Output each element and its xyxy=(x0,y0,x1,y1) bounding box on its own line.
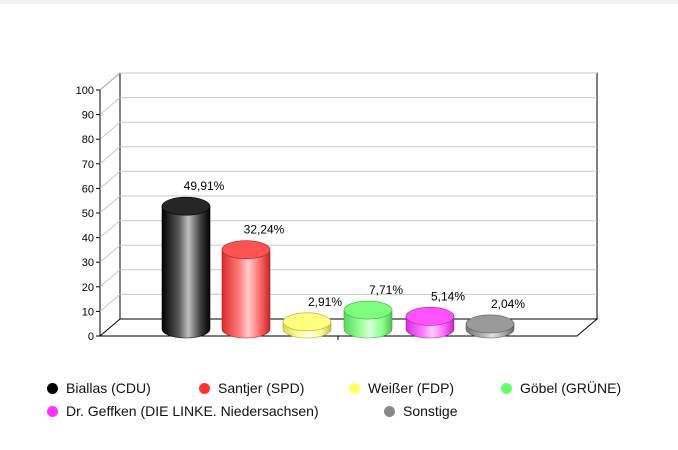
chart-bars xyxy=(161,196,515,339)
y-tick-label: 0 xyxy=(88,331,94,343)
y-tick-label: 80 xyxy=(82,134,94,146)
y-tick-label: 60 xyxy=(82,183,94,195)
bar-top xyxy=(405,307,455,326)
bar-body xyxy=(221,249,271,339)
bar-top xyxy=(343,300,393,320)
y-tick-label: 90 xyxy=(82,110,94,122)
bar xyxy=(161,196,211,339)
bar xyxy=(343,300,393,339)
y-axis-ticks: 0 10 20 30 40 50 60 70 80 90 100 xyxy=(76,85,100,343)
gridline-side xyxy=(99,146,121,165)
bar-top xyxy=(282,312,332,332)
bar-body xyxy=(161,205,211,339)
y-tick-label: 40 xyxy=(82,233,94,245)
gridline-side xyxy=(99,294,121,312)
data-label: 2,91% xyxy=(308,295,342,309)
y-tick-label: 20 xyxy=(82,282,94,294)
bar-top xyxy=(465,314,515,334)
data-label: 2,04% xyxy=(491,297,525,311)
y-tick-label: 30 xyxy=(82,257,94,269)
y-tick-label: 70 xyxy=(82,159,94,171)
bar xyxy=(282,312,332,339)
y-tick-label: 50 xyxy=(82,208,94,220)
gridline-side xyxy=(99,220,121,238)
gridline-side xyxy=(99,171,121,189)
bar xyxy=(465,314,515,339)
gridline-side xyxy=(99,195,121,214)
gridline-side xyxy=(99,121,121,140)
data-label: 7,71% xyxy=(369,283,403,297)
gridline-side xyxy=(99,72,121,91)
bar xyxy=(221,240,271,339)
y-tick-label: 10 xyxy=(82,306,94,318)
data-label: 5,14% xyxy=(431,289,465,303)
gridline-side xyxy=(99,244,121,263)
chart-data-labels: 49,91% 32,24% 2,91% 7,71% 5,14% 2,04% xyxy=(184,179,526,311)
y-tick-label: 100 xyxy=(76,85,94,97)
bar xyxy=(405,307,455,339)
top-border xyxy=(0,0,678,4)
bar-top xyxy=(221,240,271,259)
data-label: 49,91% xyxy=(184,179,225,193)
data-label: 32,24% xyxy=(244,223,285,237)
gridline-side xyxy=(99,269,121,288)
gridline-side xyxy=(99,97,121,115)
bar-top xyxy=(161,196,211,216)
